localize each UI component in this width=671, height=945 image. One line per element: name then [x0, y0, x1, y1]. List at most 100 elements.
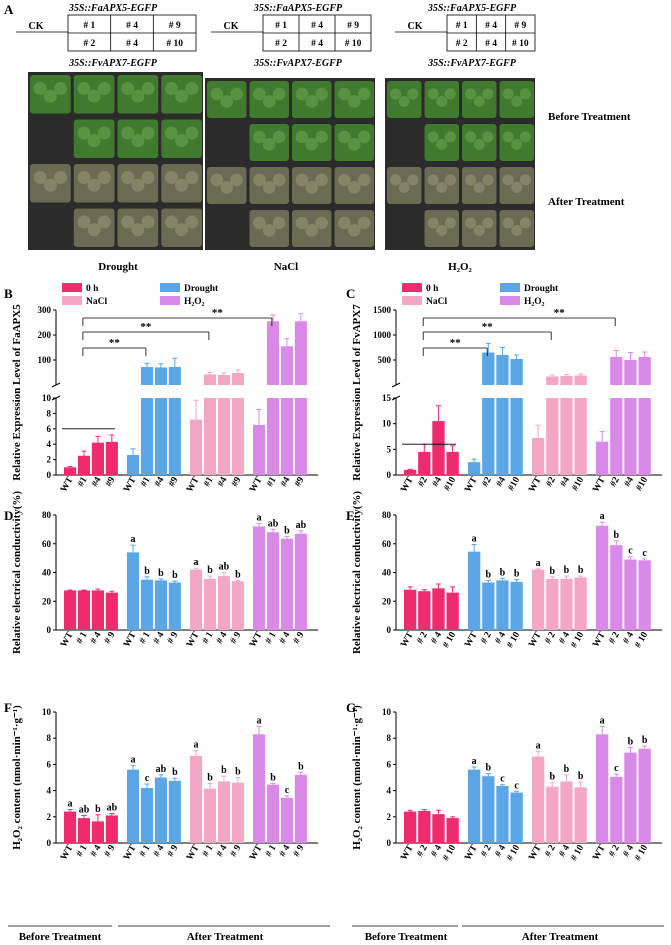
wilted-leaf	[77, 170, 91, 184]
wilted-leaf	[33, 170, 47, 184]
line-label: # 4	[126, 39, 138, 49]
wilted-leaf	[482, 174, 494, 186]
sig-asterisks: **	[212, 307, 224, 319]
green-leaf	[502, 131, 514, 143]
green-leaf	[185, 81, 199, 95]
x-tick-label: #4	[90, 475, 104, 488]
line-label: # 4	[311, 21, 323, 31]
wilted-leaf	[305, 224, 319, 237]
significance-letter: b	[95, 804, 101, 815]
x-tick-label: # 4	[215, 843, 230, 859]
significance-letter: b	[172, 570, 178, 581]
green-leaf	[77, 126, 91, 140]
significance-letter: a	[257, 513, 262, 524]
significance-letter: ab	[107, 803, 118, 814]
significance-letter: ab	[268, 518, 279, 529]
tick-label: 40	[382, 568, 392, 578]
wilted-leaf	[398, 181, 410, 193]
bar	[418, 451, 431, 475]
y-axis-label: H₂O₂ content (nmol·min⁻¹·g⁻¹)	[351, 705, 363, 850]
significance-letter: c	[614, 763, 619, 774]
bar	[91, 442, 104, 475]
bar	[294, 533, 307, 630]
significance-letter: a	[131, 534, 136, 545]
green-leaf	[338, 87, 351, 101]
bar-upper	[638, 357, 651, 385]
green-leaf	[398, 95, 410, 107]
wilted-leaf	[347, 181, 361, 194]
significance-letter: b	[284, 526, 290, 537]
wilted-leaf	[436, 181, 448, 193]
bar	[217, 781, 230, 843]
bar-lower	[574, 398, 587, 475]
green-leaf	[262, 138, 276, 151]
green-leaf	[436, 95, 448, 107]
bar	[127, 552, 140, 630]
footer-before-right: Before Treatment	[365, 931, 448, 943]
bar	[638, 748, 651, 843]
footer-after-right: After Treatment	[522, 931, 599, 943]
significance-letter: ab	[296, 520, 307, 531]
sig-asterisks: **	[554, 307, 566, 319]
wilted-leaf	[131, 223, 145, 237]
wilted-leaf	[295, 173, 309, 187]
x-tick-label: # 1	[75, 843, 90, 859]
bar	[190, 419, 203, 475]
row-label-before: Before Treatment	[548, 111, 631, 123]
x-tick-label: WT	[591, 475, 608, 494]
y-axis-label: Relative electrical conductivity(%)	[11, 491, 23, 654]
x-tick-label: # 2	[415, 843, 430, 859]
bar	[418, 810, 431, 843]
x-tick-label: #2	[608, 475, 622, 488]
x-tick-label: WT	[527, 630, 544, 649]
tick-label: 6	[47, 759, 52, 769]
x-tick-label: # 1	[264, 843, 279, 859]
green-leaf	[482, 88, 494, 100]
x-tick-label: # 4	[89, 843, 104, 859]
y-axis-label: H₂O₂ content (nmol·min⁻¹·g⁻¹)	[11, 705, 23, 850]
y-axis-label: Relative Expression Level of FaAPX5	[11, 304, 23, 481]
x-tick-label: #1	[202, 475, 216, 488]
bar	[610, 545, 623, 630]
bar	[190, 569, 203, 630]
bar-lower	[482, 398, 495, 475]
significance-letter: b	[578, 565, 584, 576]
legend-swatch	[62, 296, 82, 305]
x-tick-label: WT	[185, 475, 202, 494]
green-leaf	[465, 131, 477, 143]
bar	[418, 591, 431, 630]
green-leaf	[295, 87, 309, 101]
tick-label: 1500	[373, 305, 392, 315]
bar	[432, 421, 445, 475]
bar-lower	[638, 398, 651, 475]
wilted-leaf	[185, 170, 199, 184]
wilted-leaf	[357, 216, 371, 230]
x-tick-label: # 1	[75, 630, 90, 646]
x-tick-label: # 9	[292, 843, 307, 859]
significance-letter: b	[158, 568, 164, 579]
green-leaf	[230, 87, 243, 101]
x-tick-label: WT	[185, 843, 202, 862]
legend-label: NaCl	[86, 297, 107, 307]
col-label-nacl: NaCl	[274, 261, 298, 273]
x-tick-label: WT	[122, 843, 139, 862]
green-leaf	[43, 89, 57, 103]
line-label: # 4	[485, 39, 497, 49]
tick-label: 15	[382, 393, 392, 403]
green-leaf	[511, 138, 523, 150]
x-tick-label: # 10	[505, 630, 522, 650]
x-tick-label: #2	[480, 475, 494, 488]
transgene-label-fa: 35S::FaAPX5-EGFP	[68, 3, 158, 14]
green-leaf	[305, 95, 319, 108]
significance-letter: a	[194, 740, 199, 751]
panel-letter-b: B	[4, 286, 13, 301]
x-tick-label: WT	[59, 843, 76, 862]
x-tick-label: # 1	[138, 843, 153, 859]
wilted-leaf	[444, 217, 456, 229]
bar	[64, 811, 77, 843]
wilted-leaf	[131, 178, 145, 192]
sig-asterisks: **	[450, 337, 462, 349]
bar	[294, 774, 307, 843]
